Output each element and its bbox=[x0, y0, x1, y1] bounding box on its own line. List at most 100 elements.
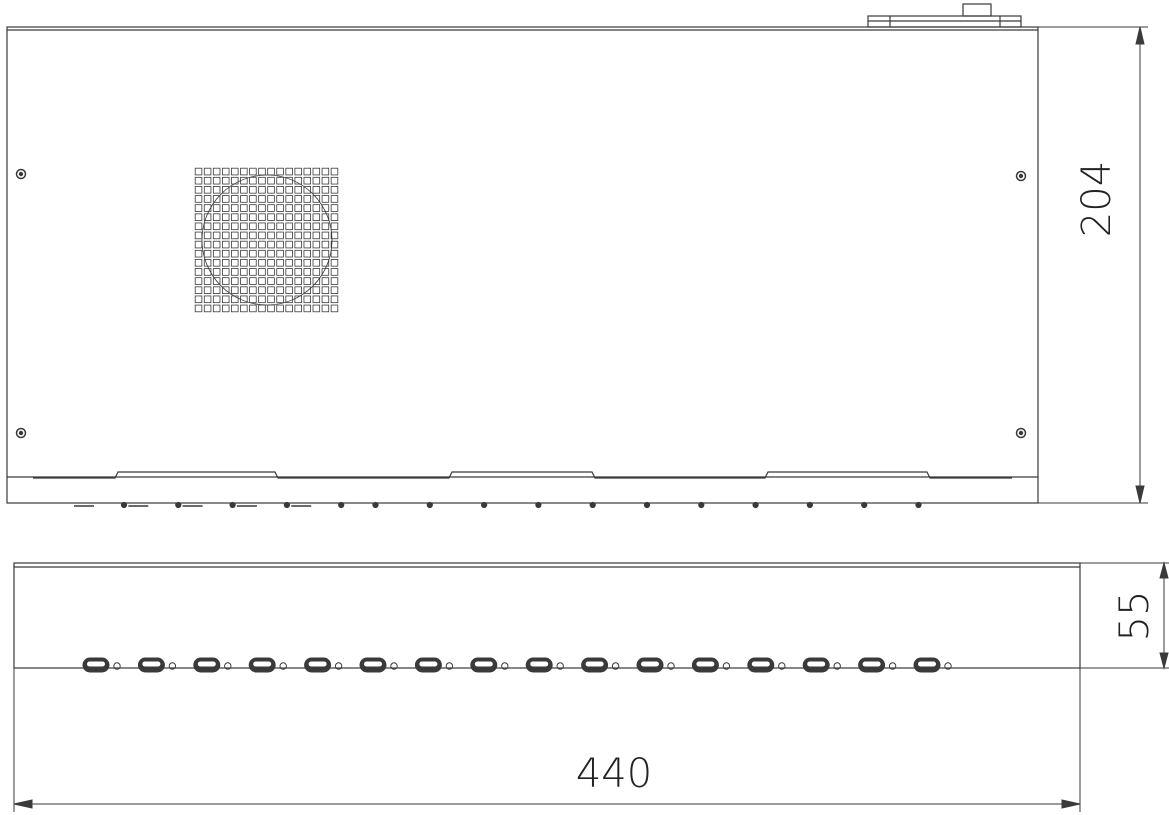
vent-hole bbox=[240, 213, 248, 221]
vent-hole bbox=[285, 213, 293, 221]
vent-hole bbox=[303, 286, 312, 294]
bottom-bump bbox=[481, 501, 488, 509]
top-view bbox=[6, 3, 1039, 509]
vent-hole bbox=[294, 186, 302, 194]
vent-hole bbox=[231, 186, 239, 194]
vent-hole bbox=[221, 295, 230, 304]
vent-hole bbox=[231, 195, 239, 203]
vent-hole bbox=[312, 304, 321, 313]
front-view bbox=[13, 562, 1081, 673]
vent-hole bbox=[285, 268, 293, 276]
vent-hole bbox=[312, 268, 321, 276]
vent-hole bbox=[294, 176, 302, 185]
vent-hole bbox=[240, 204, 248, 212]
vent-hole bbox=[231, 249, 239, 258]
vent-hole bbox=[267, 277, 275, 285]
vent-hole bbox=[203, 249, 212, 258]
vent-hole bbox=[267, 167, 275, 176]
port-icon bbox=[913, 657, 952, 673]
rear-connector bbox=[962, 3, 992, 17]
port-led bbox=[113, 662, 121, 670]
vent-hole bbox=[303, 277, 312, 285]
vent-hole bbox=[231, 176, 239, 185]
port-slot bbox=[696, 661, 715, 667]
vent-hole bbox=[330, 240, 339, 249]
vent-hole bbox=[285, 295, 293, 304]
vent-hole bbox=[231, 222, 239, 231]
vent-hole bbox=[285, 277, 293, 285]
vent-hole bbox=[212, 231, 221, 240]
vent-hole bbox=[258, 268, 266, 276]
vent-hole bbox=[203, 286, 212, 294]
fan-outline bbox=[201, 174, 333, 306]
vent-hole bbox=[285, 259, 293, 267]
ports-row bbox=[82, 657, 952, 673]
bottom-bump bbox=[698, 501, 705, 509]
vent-hole bbox=[212, 204, 221, 212]
vent-hole bbox=[267, 176, 275, 185]
width-dimension bbox=[13, 668, 1081, 812]
bottom-bump bbox=[535, 501, 542, 509]
vent-hole bbox=[212, 176, 221, 185]
vent-hole bbox=[312, 176, 321, 185]
port-led bbox=[611, 662, 620, 670]
vent-hole bbox=[221, 286, 230, 294]
vent-hole bbox=[249, 259, 257, 267]
vent-hole bbox=[312, 222, 321, 231]
vent-hole bbox=[276, 249, 284, 258]
vent-hole bbox=[294, 295, 302, 304]
vent-hole bbox=[194, 286, 203, 294]
vent-hole bbox=[321, 204, 330, 212]
vent-hole bbox=[203, 231, 212, 240]
vent-hole bbox=[276, 195, 284, 203]
vent-hole bbox=[294, 304, 302, 313]
vent-hole bbox=[294, 268, 302, 276]
width-arrow-right bbox=[1061, 799, 1081, 809]
vent-hole bbox=[249, 195, 257, 203]
vent-hole bbox=[321, 268, 330, 276]
vent-hole bbox=[321, 195, 330, 203]
vent-hole bbox=[330, 249, 339, 258]
vent-hole bbox=[312, 231, 321, 240]
bottom-bump bbox=[589, 501, 596, 509]
vent-hole bbox=[258, 231, 266, 240]
vent-hole bbox=[258, 295, 266, 304]
port-icon bbox=[304, 657, 343, 673]
vent-hole bbox=[276, 176, 284, 185]
vent-hole bbox=[267, 259, 275, 267]
vent-hole bbox=[276, 213, 284, 221]
vent-hole bbox=[194, 304, 203, 313]
vent-hole bbox=[231, 259, 239, 267]
bottom-bump bbox=[372, 501, 379, 509]
vent-hole bbox=[221, 231, 230, 240]
depth-dimension bbox=[1038, 26, 1148, 504]
vent-hole bbox=[330, 259, 339, 267]
vent-hole bbox=[240, 186, 248, 194]
vent-hole bbox=[312, 213, 321, 221]
vent-hole bbox=[231, 204, 239, 212]
vent-hole bbox=[221, 176, 230, 185]
vent-hole bbox=[294, 167, 302, 176]
vent-hole bbox=[285, 240, 293, 249]
vent-hole bbox=[249, 304, 257, 313]
port-led bbox=[888, 662, 897, 670]
vent-hole bbox=[221, 304, 230, 313]
vent-hole bbox=[303, 204, 312, 212]
vent-hole bbox=[240, 304, 248, 313]
vent-hole bbox=[276, 277, 284, 285]
vent-hole bbox=[321, 295, 330, 304]
vent-hole bbox=[303, 240, 312, 249]
vent-hole bbox=[231, 277, 239, 285]
vent-hole bbox=[203, 277, 212, 285]
vent-hole bbox=[267, 268, 275, 276]
depth-arrow-top bbox=[1135, 26, 1145, 45]
vent-hole bbox=[276, 259, 284, 267]
vent-hole bbox=[285, 167, 293, 176]
vent-hole bbox=[194, 176, 203, 185]
vent-hole bbox=[203, 295, 212, 304]
vent-hole bbox=[203, 186, 212, 194]
vent-hole bbox=[267, 249, 275, 258]
vent-hole bbox=[231, 286, 239, 294]
vent-hole bbox=[258, 240, 266, 249]
